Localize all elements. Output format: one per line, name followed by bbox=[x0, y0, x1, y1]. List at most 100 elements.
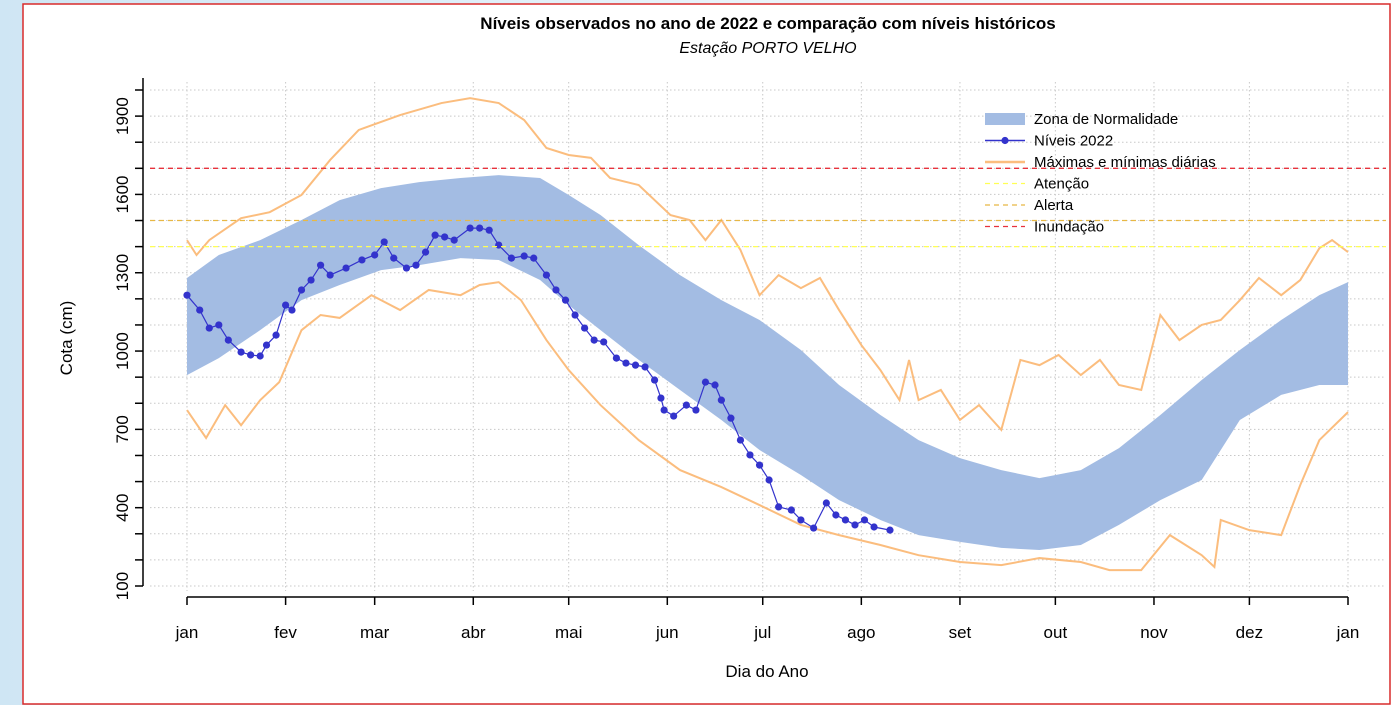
y-tick-label: 1900 bbox=[113, 97, 132, 135]
data-point bbox=[297, 286, 306, 294]
x-tick-label: abr bbox=[461, 623, 486, 642]
x-axis-label: Dia do Ano bbox=[725, 662, 808, 681]
x-tick-label: out bbox=[1044, 623, 1068, 642]
data-point bbox=[650, 376, 659, 384]
y-tick-label: 700 bbox=[113, 415, 132, 443]
data-point bbox=[832, 511, 840, 519]
legend-label: Inundação bbox=[1034, 219, 1104, 236]
data-point bbox=[886, 526, 894, 534]
y-axis-label: Cota (cm) bbox=[57, 301, 76, 376]
data-point bbox=[307, 276, 315, 284]
data-point bbox=[542, 271, 551, 279]
data-point bbox=[622, 359, 630, 367]
series-line bbox=[186, 281, 1349, 572]
y-tick-label: 400 bbox=[113, 493, 132, 521]
data-point bbox=[282, 301, 290, 309]
data-point bbox=[196, 306, 204, 314]
normal-zone-band bbox=[187, 175, 1348, 550]
x-tick-label: jan bbox=[1336, 623, 1360, 642]
data-point bbox=[590, 336, 598, 344]
data-point bbox=[402, 264, 411, 272]
data-point bbox=[288, 306, 296, 314]
x-tick-label: set bbox=[949, 623, 972, 642]
data-point bbox=[660, 406, 668, 414]
data-point bbox=[851, 521, 859, 529]
data-point bbox=[571, 311, 579, 319]
data-point bbox=[272, 331, 280, 339]
data-point bbox=[247, 351, 255, 359]
legend-label: Zona de Normalidade bbox=[1034, 111, 1178, 128]
legend-label: Máximas e mínimas diárias bbox=[1034, 154, 1216, 171]
x-tick-label: nov bbox=[1140, 623, 1168, 642]
data-point bbox=[755, 461, 764, 469]
chart-title: Níveis observados no ano de 2022 e compa… bbox=[480, 14, 1055, 33]
data-point bbox=[641, 363, 649, 371]
data-point bbox=[450, 236, 458, 244]
data-point bbox=[530, 254, 538, 262]
data-point bbox=[765, 476, 773, 484]
data-point bbox=[870, 523, 878, 531]
data-point bbox=[421, 248, 430, 256]
data-point bbox=[561, 296, 570, 304]
data-point bbox=[701, 378, 710, 386]
legend-label: Atenção bbox=[1034, 176, 1089, 193]
data-point bbox=[841, 516, 850, 524]
data-point bbox=[441, 233, 449, 241]
x-tick-label: mai bbox=[555, 623, 582, 642]
y-tick-label: 1300 bbox=[113, 254, 132, 292]
x-tick-label: mar bbox=[360, 623, 390, 642]
legend-swatch bbox=[985, 113, 1025, 125]
chart-subtitle: Estação PORTO VELHO bbox=[679, 40, 856, 57]
data-point bbox=[860, 516, 869, 524]
data-point bbox=[520, 252, 528, 260]
plot-area bbox=[150, 97, 1386, 572]
data-point bbox=[581, 324, 589, 332]
axes: 100 400 700 1000 1300 1600 1900 jan fev mar abr mai… bbox=[113, 78, 1359, 642]
x-tick-label: fev bbox=[274, 623, 297, 642]
series-line bbox=[186, 97, 1349, 432]
data-point bbox=[237, 348, 245, 356]
data-point bbox=[316, 261, 325, 269]
series-line bbox=[186, 227, 891, 531]
data-point bbox=[215, 321, 223, 329]
data-point bbox=[358, 256, 366, 264]
data-point bbox=[183, 291, 191, 299]
data-point bbox=[727, 414, 735, 422]
data-point bbox=[507, 254, 516, 262]
y-tick-label: 1000 bbox=[113, 332, 132, 370]
data-point bbox=[711, 381, 719, 389]
data-point bbox=[810, 524, 818, 532]
data-point bbox=[822, 499, 830, 507]
data-point bbox=[371, 251, 379, 259]
data-point bbox=[256, 352, 264, 360]
x-tick-label: dez bbox=[1236, 623, 1263, 642]
x-tick-label: jun bbox=[655, 623, 679, 642]
data-point bbox=[797, 516, 805, 524]
legend-marker bbox=[1001, 136, 1009, 145]
data-point bbox=[342, 264, 350, 272]
data-point bbox=[485, 226, 493, 234]
data-point bbox=[390, 254, 398, 262]
data-point bbox=[326, 271, 334, 279]
data-point bbox=[746, 451, 754, 459]
data-point bbox=[787, 506, 795, 514]
data-point bbox=[631, 361, 640, 369]
legend: Zona de Normalidade Níveis 2022 Máximas e … bbox=[985, 111, 1216, 236]
data-point bbox=[205, 324, 213, 332]
data-point bbox=[717, 396, 725, 404]
data-point bbox=[476, 224, 484, 232]
x-tick-label: jan bbox=[175, 623, 199, 642]
data-point bbox=[224, 336, 232, 344]
data-point bbox=[736, 436, 745, 444]
data-point bbox=[380, 238, 388, 246]
x-tick-label: jul bbox=[753, 623, 771, 642]
data-point bbox=[682, 401, 690, 409]
data-point bbox=[466, 224, 474, 232]
y-tick-label: 100 bbox=[113, 572, 132, 600]
data-point bbox=[775, 503, 783, 511]
data-point bbox=[692, 406, 700, 414]
data-point bbox=[657, 394, 665, 402]
data-point bbox=[412, 261, 420, 269]
